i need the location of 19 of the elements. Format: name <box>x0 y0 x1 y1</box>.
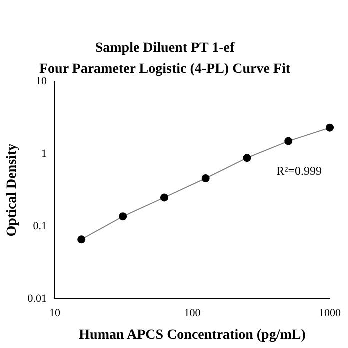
x-axis-title: Human APCS Concentration (pg/mL) <box>79 328 306 344</box>
y-tick-label: 10 <box>36 75 48 88</box>
x-tick-label: 100 <box>184 307 202 320</box>
point <box>78 236 86 244</box>
point <box>202 174 210 183</box>
y-tick-label: 0.01 <box>28 292 48 305</box>
x-tick-label: 10 <box>50 307 62 320</box>
point <box>119 212 128 221</box>
chart-title: Sample Diluent PT 1-ef <box>95 41 236 56</box>
point <box>284 137 293 146</box>
point <box>160 194 168 202</box>
point <box>326 124 334 132</box>
y-axis-title: Optical Density <box>5 144 20 237</box>
x-tick-label: 1000 <box>319 307 342 320</box>
annotation: R²=0.999 <box>276 164 322 178</box>
y-tick-label: 0.1 <box>33 220 48 232</box>
chart-subtitle: Four Parameter Logistic (4-PL) Curve Fit <box>39 62 291 77</box>
point <box>243 154 252 162</box>
y-tick-label: 1 <box>42 148 48 160</box>
